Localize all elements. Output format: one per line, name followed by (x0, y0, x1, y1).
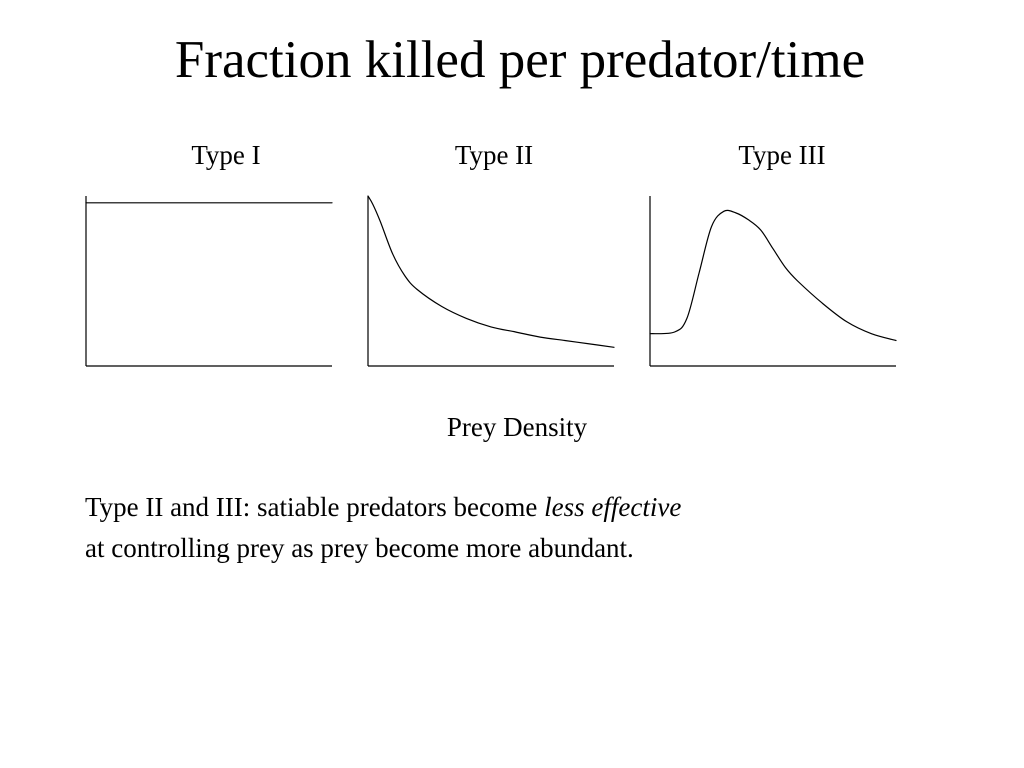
caption-emphasis: less effective (544, 492, 682, 522)
caption: Type II and III: satiable predators beco… (85, 487, 965, 569)
slide-title: Fraction killed per predator/time (174, 31, 866, 89)
type-iii-label: Type III (738, 140, 826, 170)
type-ii-label: Type II (454, 140, 534, 170)
type-ii-curve (367, 195, 615, 348)
type-ii-panel (367, 195, 615, 367)
x-axis-label: Prey Density (446, 412, 588, 442)
type-i-label: Type I (191, 140, 261, 170)
caption-line-1-text: Type II and III: satiable predators beco… (85, 492, 545, 522)
type-iii-panel (649, 196, 897, 367)
type-i-panel (85, 196, 333, 367)
caption-line-1: Type II and III: satiable predators beco… (85, 487, 965, 528)
type-iii-curve (649, 209, 897, 342)
caption-line-2: at controlling prey as prey become more … (85, 533, 634, 563)
